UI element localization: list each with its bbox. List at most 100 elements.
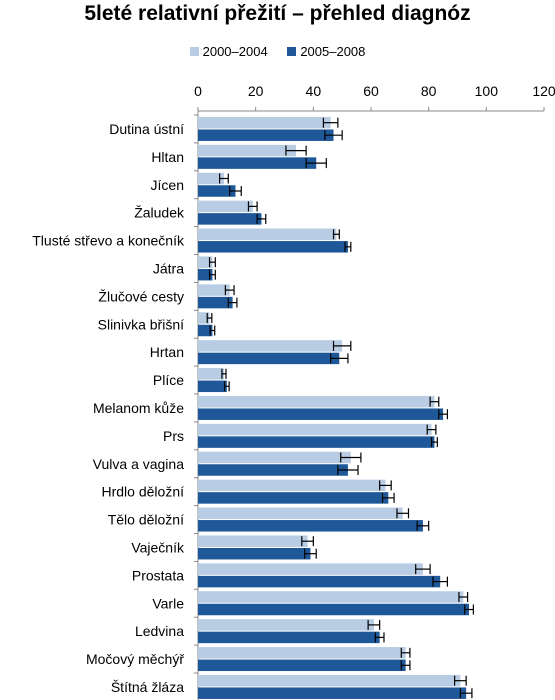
bar-series-2 [198, 268, 213, 281]
error-bar [464, 604, 474, 615]
bar-series-1 [198, 144, 297, 157]
bar-series-2 [198, 547, 311, 560]
bar-series-2 [198, 129, 334, 141]
category-label: Štítná žláza [111, 679, 184, 695]
bar-series-2 [198, 603, 470, 616]
legend-item-series-1: 2000–2004 [189, 44, 268, 59]
bar-series-1 [198, 674, 461, 687]
category-label: Tělo děložní [108, 512, 184, 528]
bar-series-1 [198, 228, 337, 241]
bar-series-2 [198, 631, 380, 644]
category-label: Jícen [151, 177, 184, 193]
error-bar [285, 145, 307, 156]
bar-series-1 [198, 256, 213, 268]
category-label: Prs [163, 428, 184, 444]
error-bar [379, 480, 392, 491]
error-bar [221, 368, 227, 379]
legend: 2000–2004 2005–2008 [0, 44, 555, 59]
legend-label-series-1: 2000–2004 [202, 44, 268, 59]
error-bar [301, 536, 314, 547]
bar-series-1 [198, 507, 403, 520]
category-label: Dutina ústní [109, 121, 184, 137]
error-bar [322, 117, 339, 128]
error-bar [426, 424, 437, 435]
bar-series-1 [198, 172, 224, 185]
category-label: Slinivka břišní [98, 316, 184, 332]
error-bar [458, 592, 469, 602]
bar-series-2 [198, 185, 236, 197]
bar-series-1 [198, 563, 423, 575]
bar-series-1 [198, 451, 351, 464]
bar-series-2 [198, 408, 444, 420]
bar-series-1 [198, 619, 374, 631]
error-bar [332, 229, 340, 240]
chart-title: 5leté relativní přežití – přehled diagnó… [84, 2, 471, 25]
error-bar [367, 619, 381, 630]
error-bar [337, 465, 359, 475]
bar-series-2 [198, 157, 317, 169]
error-bar [330, 353, 349, 364]
error-bar [415, 564, 431, 575]
legend-item-series-2: 2005–2008 [287, 44, 365, 59]
bar-series-2 [198, 296, 233, 309]
category-label: Tlusté střevo a konečník [32, 233, 185, 249]
error-bar [400, 660, 411, 671]
category-label: Ledvina [135, 623, 184, 639]
x-tick-label: 120 [532, 83, 555, 99]
x-tick-label: 80 [421, 83, 437, 99]
error-bar [256, 213, 267, 224]
bar-series-2 [198, 659, 406, 672]
error-bar [304, 548, 317, 559]
legend-label-series-2: 2005–2008 [300, 44, 366, 59]
bar-series-1 [198, 312, 210, 324]
legend-swatch-series-1 [189, 47, 199, 56]
bar-series-2 [198, 352, 340, 365]
bar-series-2 [198, 575, 441, 588]
bar-series-2 [198, 213, 262, 225]
legend-swatch-series-2 [287, 47, 297, 56]
error-bar [332, 340, 352, 351]
bar-series-1 [198, 340, 343, 352]
error-bar [208, 257, 216, 268]
error-bar [374, 632, 385, 643]
bar-series-2 [198, 380, 227, 393]
bar-series-2 [198, 687, 467, 699]
error-bar [229, 186, 242, 196]
category-label: Hltan [151, 149, 184, 165]
category-label: Varle [152, 595, 184, 611]
category-label: Vulva a vagina [93, 456, 185, 472]
error-bar [416, 520, 430, 531]
error-bar [208, 269, 216, 280]
category-label: Játra [153, 260, 184, 276]
bar-series-1 [198, 368, 224, 380]
error-bar [429, 396, 440, 407]
x-tick-label: 40 [306, 83, 322, 99]
x-tick-label: 100 [475, 83, 499, 99]
category-label: Močový měchýř [86, 651, 184, 667]
bar-series-1 [198, 591, 464, 603]
bar-series-1 [198, 479, 386, 492]
bar-series-1 [198, 395, 435, 408]
bar-series-2 [198, 492, 389, 504]
bar-series-2 [198, 464, 348, 476]
bar-series-1 [198, 647, 406, 659]
bar-series-1 [198, 200, 253, 213]
error-bar [227, 297, 238, 308]
error-bar [432, 576, 449, 587]
error-bar [223, 381, 230, 392]
error-bar [340, 452, 362, 463]
category-label: Vaječník [131, 539, 185, 555]
x-tick-label: 20 [248, 83, 264, 99]
category-label: Prostata [132, 567, 184, 583]
x-tick-label: 60 [363, 83, 379, 99]
bar-series-2 [198, 520, 423, 532]
error-bar [344, 241, 352, 252]
error-bar [459, 688, 473, 699]
error-bar [454, 675, 467, 686]
category-label: Plíce [153, 372, 184, 388]
error-bar [396, 508, 410, 519]
category-label: Hrtan [150, 344, 184, 360]
category-label: Žlučové cesty [98, 288, 184, 304]
error-bar [247, 201, 258, 212]
